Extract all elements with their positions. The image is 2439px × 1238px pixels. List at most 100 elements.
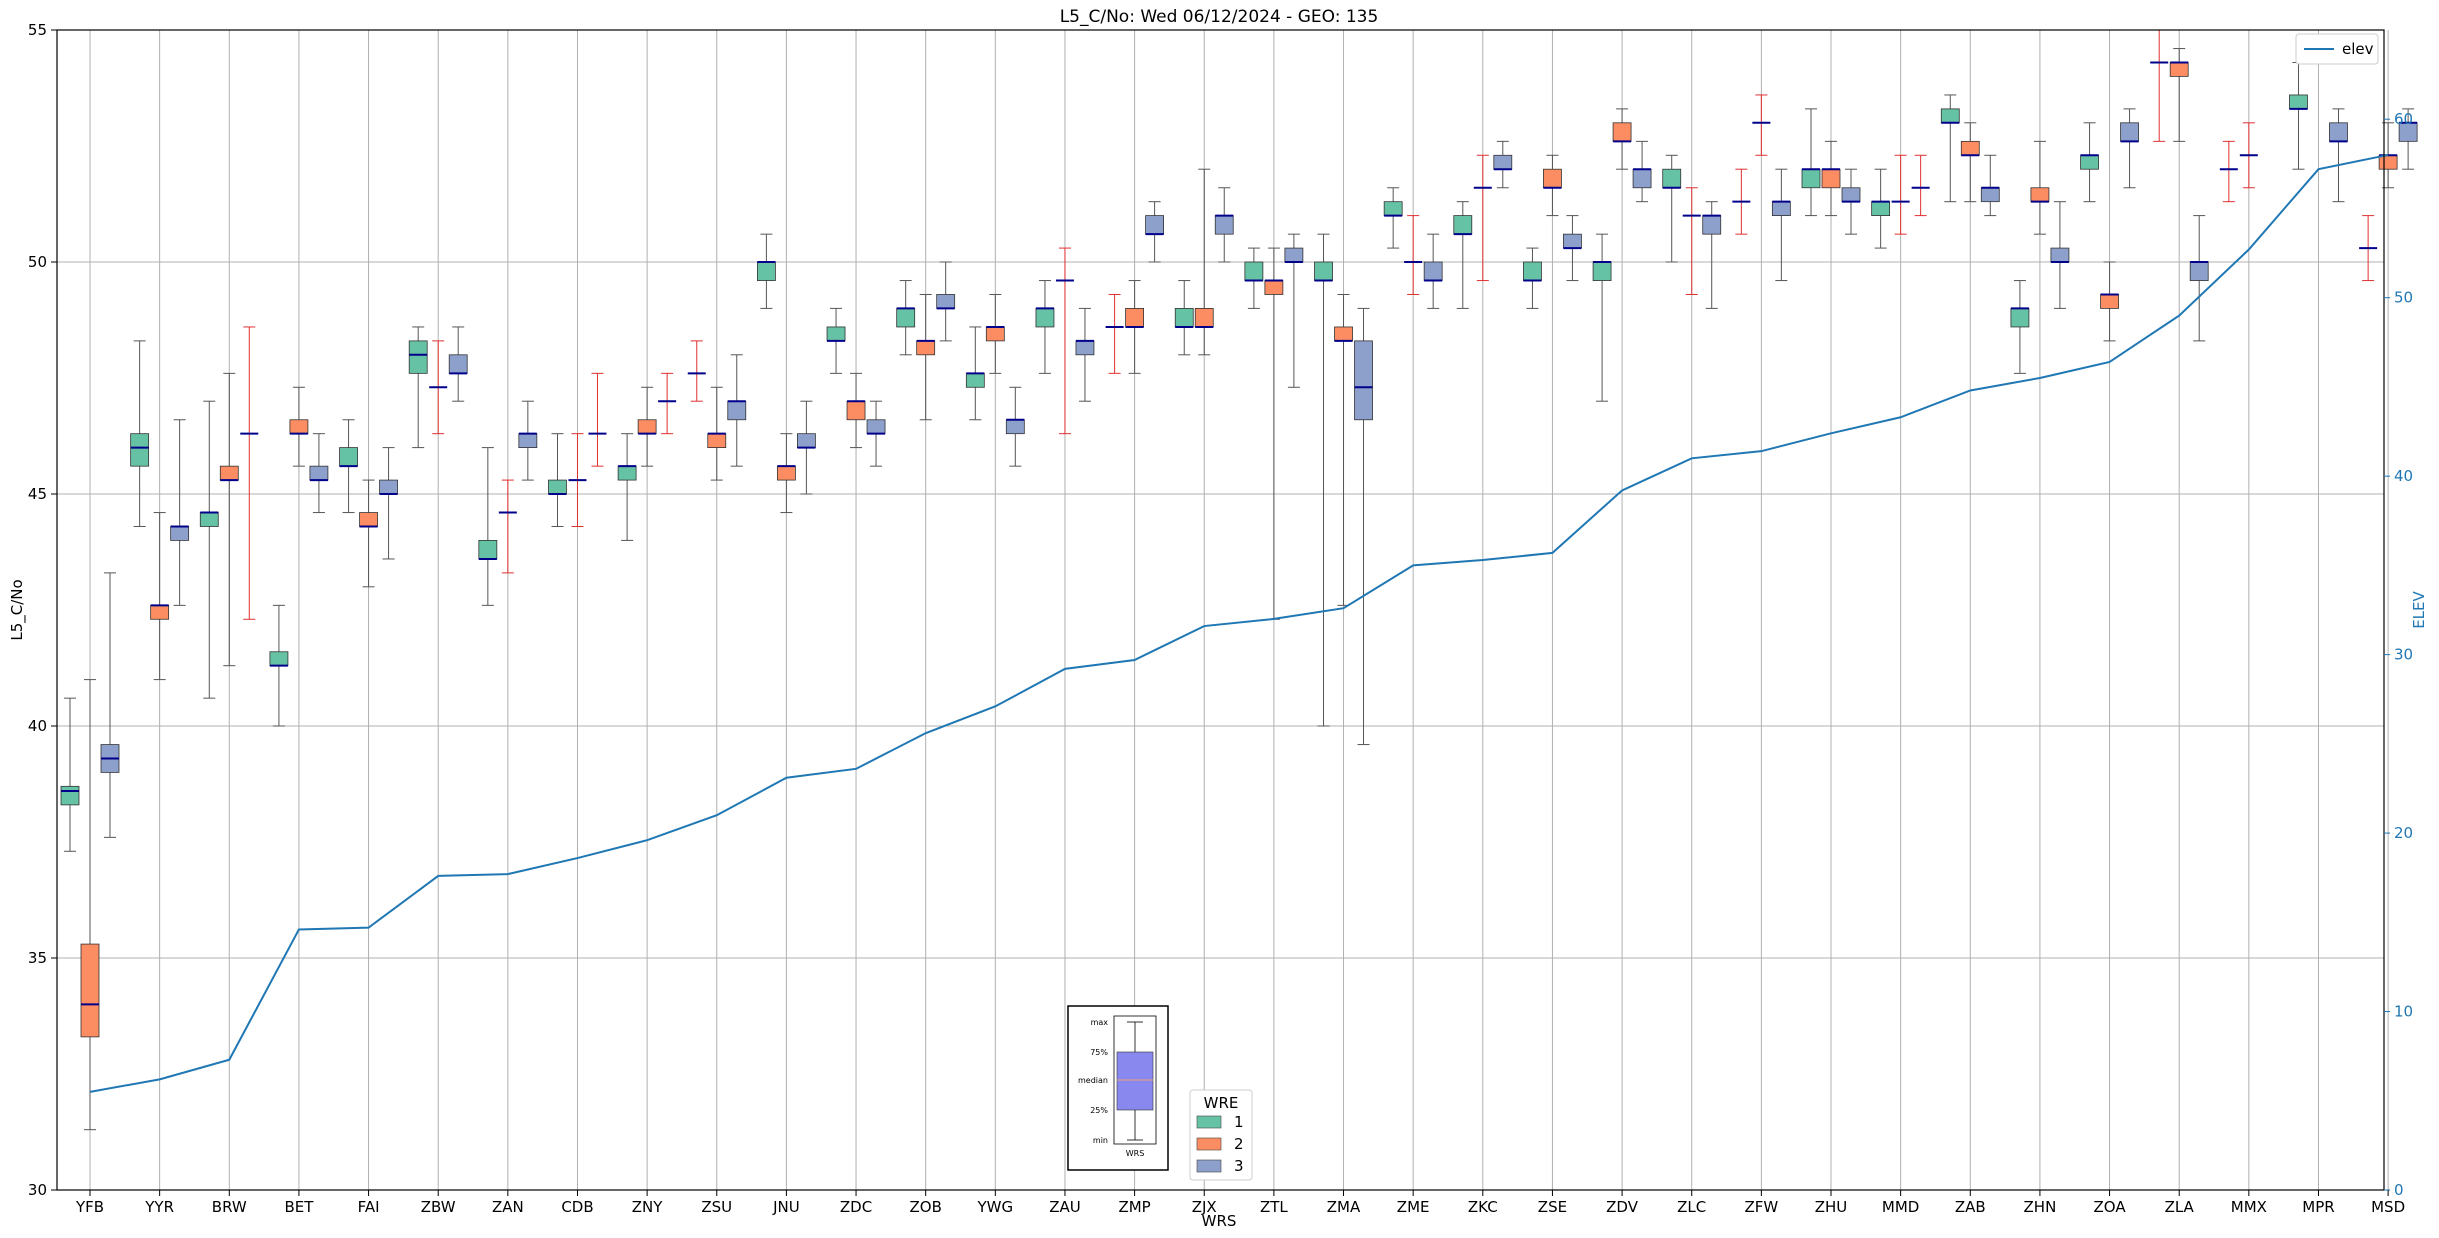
y-axis-label: L5_C/No bbox=[8, 579, 27, 640]
box-body bbox=[199, 512, 219, 527]
box-ZLA-wre2 bbox=[2169, 48, 2189, 142]
elev-line-group bbox=[89, 153, 2389, 1093]
box-YWG-wre2 bbox=[985, 293, 1005, 374]
box-MMD-wre1 bbox=[1871, 168, 1891, 249]
box-ZLA-wre1 bbox=[2150, 29, 2169, 142]
y-tick-label: 50 bbox=[28, 253, 47, 271]
box-body bbox=[1543, 168, 1562, 189]
box-YFB-wre2 bbox=[80, 679, 100, 1131]
box-body bbox=[1214, 215, 1234, 235]
box-ZDV-wre2 bbox=[1612, 108, 1632, 170]
box-JNU-wre3 bbox=[797, 400, 816, 495]
x-tick-label: ZDV bbox=[1606, 1198, 1639, 1216]
box-FAI-wre1 bbox=[339, 419, 358, 514]
box-YWG-wre1 bbox=[965, 326, 985, 421]
x-tick-label: ZFW bbox=[1744, 1198, 1778, 1216]
box-body bbox=[408, 340, 428, 374]
box-ZHU-wre3 bbox=[1841, 168, 1861, 235]
box-MPR-wre1 bbox=[2289, 61, 2308, 170]
box-YWG-wre3 bbox=[1005, 386, 1025, 467]
x-tick-label: YFB bbox=[75, 1198, 104, 1216]
box-body bbox=[60, 785, 80, 806]
wre-legend-swatch-3 bbox=[1196, 1159, 1222, 1173]
box-body bbox=[826, 326, 846, 342]
x-tick-label: ZAU bbox=[1049, 1198, 1081, 1216]
box-ZHU-wre1 bbox=[1801, 108, 1821, 217]
y2-tick-label: 60 bbox=[2394, 110, 2413, 128]
x-tick-label: ZOB bbox=[909, 1198, 941, 1216]
box-body bbox=[1960, 140, 1980, 156]
box-body bbox=[1841, 187, 1861, 203]
box-ZOA-wre1 bbox=[2080, 122, 2099, 203]
box-body bbox=[2100, 294, 2119, 309]
x-tick-label: YYR bbox=[144, 1198, 174, 1216]
box-body bbox=[359, 512, 378, 527]
box-ZBW-wre1 bbox=[408, 326, 428, 449]
y-tick-label: 45 bbox=[28, 485, 47, 503]
box-body bbox=[2329, 122, 2348, 142]
box-body bbox=[2378, 154, 2398, 170]
x-axis-ticks: YFB YYR BRW BET FAI ZBW ZAN CDB ZNY ZSU JNU ZDC ZOB Y… bbox=[75, 1190, 2405, 1216]
x-tick-label: ZTL bbox=[1260, 1198, 1288, 1216]
box-ZDC-wre3 bbox=[866, 400, 886, 467]
box-body bbox=[1821, 168, 1841, 189]
box-body bbox=[1194, 307, 1214, 328]
box-ZBW-wre3 bbox=[448, 326, 468, 402]
y2-tick-label: 0 bbox=[2394, 1181, 2404, 1199]
box-ZDC-wre1 bbox=[826, 307, 846, 374]
x-tick-label: BET bbox=[284, 1198, 314, 1216]
box-body bbox=[1354, 340, 1373, 421]
box-body bbox=[1771, 201, 1791, 216]
box-ZAB-wre2 bbox=[1960, 122, 1980, 203]
box-BRW-wre2 bbox=[219, 372, 239, 667]
elev-legend: elev bbox=[2295, 33, 2379, 65]
y2-tick-label: 10 bbox=[2394, 1003, 2413, 1021]
box-body bbox=[936, 294, 956, 309]
box-ZFW-wre3 bbox=[1771, 168, 1791, 282]
box-body bbox=[1632, 168, 1652, 189]
box-ZDV-wre1 bbox=[1592, 233, 1612, 402]
box-YYR-wre2 bbox=[150, 512, 170, 681]
box-body bbox=[448, 354, 468, 374]
x-tick-label: MMX bbox=[2231, 1198, 2267, 1216]
box-body bbox=[1592, 261, 1612, 281]
x-tick-label: ZKC bbox=[1468, 1198, 1498, 1216]
box-ZOB-wre3 bbox=[936, 261, 956, 342]
x-tick-label: ZBW bbox=[421, 1198, 456, 1216]
box-body bbox=[2289, 94, 2308, 110]
box-YFB-wre1 bbox=[60, 697, 80, 852]
box-ZHN-wre3 bbox=[2050, 201, 2070, 309]
box-body bbox=[2120, 122, 2139, 142]
box-ZAN-wre1 bbox=[478, 447, 498, 606]
box-body bbox=[1035, 307, 1055, 328]
box-body bbox=[1563, 233, 1582, 249]
box-ZSU-wre2 bbox=[707, 386, 727, 481]
x-tick-label: ZME bbox=[1397, 1198, 1430, 1216]
box-ZMP-wre1 bbox=[1105, 293, 1124, 374]
box-body bbox=[2030, 187, 2050, 203]
box-ZAN-wre2 bbox=[498, 479, 517, 574]
y2-axis-label: ELEV bbox=[2410, 590, 2428, 628]
box-body bbox=[1662, 168, 1682, 189]
box-body bbox=[1174, 307, 1194, 328]
box-body bbox=[1125, 307, 1144, 328]
box-ZSU-wre1 bbox=[687, 340, 706, 402]
x-tick-label: ZAN bbox=[492, 1198, 524, 1216]
box-ZLA-wre3 bbox=[2189, 215, 2209, 342]
box-ZJX-wre3 bbox=[1214, 187, 1234, 263]
y-tick-label: 35 bbox=[28, 949, 47, 967]
box-body bbox=[637, 419, 657, 435]
box-ZOB-wre1 bbox=[896, 280, 916, 356]
box-body bbox=[150, 604, 170, 620]
y2-tick-label: 50 bbox=[2394, 289, 2413, 307]
box-YYR-wre1 bbox=[130, 340, 150, 527]
key-label-median: median bbox=[1078, 1076, 1108, 1085]
box-body bbox=[2189, 261, 2209, 281]
box-body bbox=[130, 433, 150, 467]
x-tick-label: ZDC bbox=[840, 1198, 872, 1216]
box-ZME-wre1 bbox=[1383, 187, 1403, 249]
key-box bbox=[1116, 1051, 1154, 1111]
box-body bbox=[379, 479, 398, 495]
box-MMD-wre3 bbox=[1911, 154, 1930, 217]
box-ZLC-wre2 bbox=[1682, 187, 1701, 295]
